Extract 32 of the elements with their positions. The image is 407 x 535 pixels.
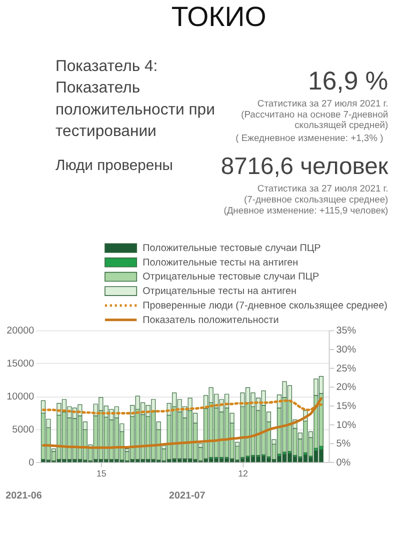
text: Люди проверены bbox=[55, 158, 173, 174]
x-tick-label: 15 bbox=[96, 468, 106, 478]
text: ТОКИО bbox=[171, 1, 266, 32]
y2-tick-label: 10% bbox=[336, 420, 356, 431]
legend-label: Отрицательные тестовые случаи ПЦР bbox=[142, 272, 320, 283]
y2-tick-label: 0% bbox=[336, 457, 351, 468]
y-tick-label: 0 bbox=[28, 457, 35, 468]
y-tick-label: 15000 bbox=[6, 358, 35, 370]
text: Статистика за 27 июля 2021 г. (7-дневное скользящее среднее) bbox=[244, 182, 388, 204]
legend-label: Положительные тесты на антиген bbox=[142, 257, 298, 268]
y2-tick-label: 25% bbox=[336, 363, 356, 374]
y2-tick-label: 5% bbox=[336, 438, 351, 450]
text: 16,9 % bbox=[308, 68, 388, 96]
text: 2021-06 bbox=[6, 490, 42, 502]
text: ( Ежедневное изменение: +1,3% ) bbox=[236, 132, 384, 144]
legend-label: Показатель положительности bbox=[142, 314, 279, 326]
y-tick-label: 5000 bbox=[12, 424, 35, 436]
legend-label: Положительные тестовые случаи ПЦР bbox=[142, 243, 322, 254]
y2-tick-label: 20% bbox=[336, 382, 356, 394]
y-tick-label: 10000 bbox=[6, 392, 35, 403]
x-tick-label: 12 bbox=[238, 468, 248, 478]
text: Статистика за 27 июля 2021 г. (Рассчитано на основе 7-дневной скользящей средней) bbox=[241, 97, 388, 130]
chart-title: Показатель 4: Показатель положительности при тестировании bbox=[55, 58, 215, 140]
legend-label: Отрицательные тесты на антиген bbox=[142, 286, 296, 298]
y2-tick-label: 30% bbox=[336, 344, 356, 356]
y2-tick-label: 15% bbox=[336, 400, 356, 412]
y-tick-label: 20000 bbox=[6, 326, 35, 337]
text: (Дневное изменение: +115,9 человек) bbox=[224, 204, 388, 216]
y2-tick-label: 35% bbox=[336, 326, 356, 337]
text: 2021-07 bbox=[169, 490, 206, 502]
legend-label: Проверенные люди (7-дневное скользящее среднее) bbox=[142, 300, 388, 312]
text: 8716,6 человек bbox=[220, 152, 389, 180]
